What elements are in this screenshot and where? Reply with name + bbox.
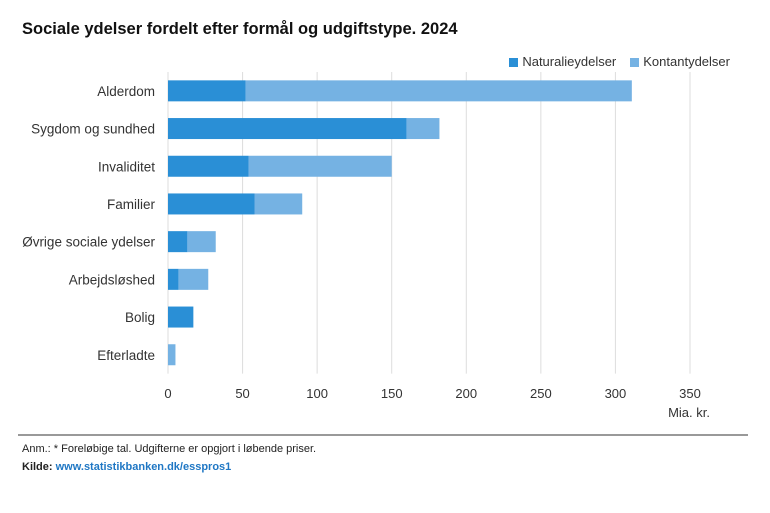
chart-title: Sociale ydelser fordelt efter formål og … [22, 20, 458, 38]
legend-item-naturalieydelser: Naturalieydelser [509, 54, 616, 69]
bar-naturalieydelser [168, 193, 255, 215]
bar-naturalieydelser [168, 231, 188, 253]
bar-kontantydelser [254, 193, 303, 215]
x-tick-label: 350 [679, 386, 701, 401]
bar-naturalieydelser [168, 118, 407, 140]
bar-kontantydelser [245, 80, 632, 102]
x-tick-label: 50 [235, 386, 249, 401]
bar-kontantydelser [248, 155, 392, 177]
bar-naturalieydelser [168, 306, 194, 328]
footnote: Anm.: * Foreløbige tal. Udgifterne er op… [22, 443, 317, 455]
bar-naturalieydelser [168, 80, 246, 102]
category-label: Bolig [125, 310, 155, 325]
x-tick-label: 150 [381, 386, 403, 401]
legend-label: Kontantydelser [643, 54, 730, 69]
x-axis-label: Mia. kr. [668, 405, 710, 420]
bar-naturalieydelser [168, 155, 249, 177]
divider [18, 434, 748, 436]
category-label: Øvrige sociale ydelser [22, 235, 155, 250]
legend-label: Naturalieydelser [522, 54, 617, 69]
source-label: Kilde: [22, 461, 53, 473]
source-line: Kilde: www.statistikbanken.dk/esspros1 [22, 461, 231, 473]
category-label: Sygdom og sundhed [31, 122, 155, 137]
legend: Naturalieydelser Kontantydelser [509, 54, 730, 69]
category-label: Invaliditet [98, 159, 155, 174]
legend-swatch [630, 58, 640, 68]
legend-item-kontantydelser: Kontantydelser [630, 54, 730, 69]
x-tick-label: 0 [164, 386, 171, 401]
category-label: Alderdom [97, 84, 155, 99]
bar-kontantydelser [168, 344, 176, 366]
bar-kontantydelser [178, 268, 209, 290]
bar-kontantydelser [406, 118, 440, 140]
x-tick-label: 300 [605, 386, 627, 401]
x-tick-label: 250 [530, 386, 552, 401]
plot-area: 0 50 100 150 200 250 300 350 Mia. kr. Alderdom Syg… [22, 72, 710, 420]
category-label: Arbejdsløshed [69, 272, 155, 287]
category-label: Efterladte [97, 348, 155, 363]
source-link[interactable]: www.statistikbanken.dk/esspros1 [55, 461, 232, 473]
x-tick-label: 200 [455, 386, 477, 401]
category-label: Familier [107, 197, 156, 212]
bar-naturalieydelser [168, 268, 179, 290]
legend-swatch [509, 58, 519, 68]
bar-kontantydelser [187, 231, 216, 253]
x-tick-label: 100 [306, 386, 328, 401]
